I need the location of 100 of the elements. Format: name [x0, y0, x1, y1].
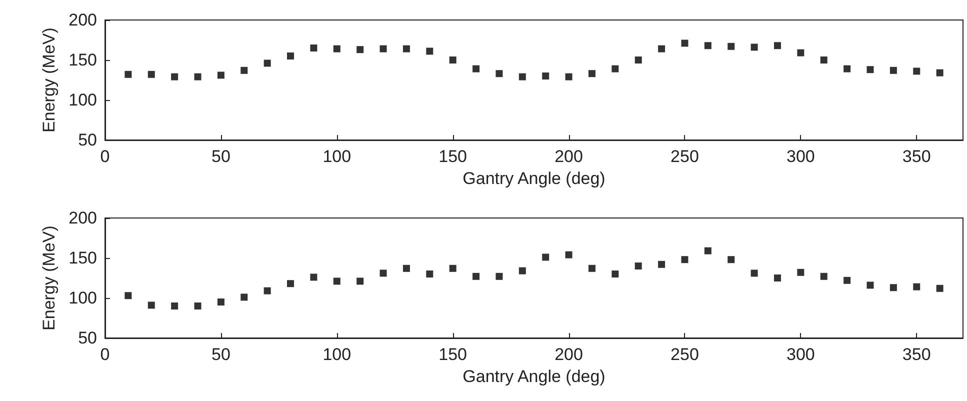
- point: [380, 45, 387, 52]
- x-tick-label: 250: [670, 147, 699, 166]
- y-tick-label: 150: [68, 50, 97, 70]
- point: [704, 247, 712, 254]
- point: [936, 69, 944, 76]
- y-tick-label: 50: [78, 130, 97, 150]
- point: [472, 272, 480, 280]
- point: [356, 46, 364, 54]
- point: [402, 45, 410, 52]
- y-tick-label: 50: [78, 328, 97, 348]
- point: [890, 66, 897, 74]
- point: [890, 284, 897, 292]
- point: [797, 268, 804, 276]
- point: [774, 274, 781, 282]
- point: [194, 73, 202, 80]
- point: [426, 270, 434, 278]
- point: [148, 302, 155, 309]
- point: [820, 56, 828, 64]
- point: [171, 73, 178, 80]
- point: [472, 65, 480, 72]
- point: [542, 254, 550, 261]
- point: [356, 278, 364, 285]
- point: [217, 298, 224, 306]
- x-tick-label: 0: [100, 345, 110, 364]
- point: [565, 73, 572, 80]
- x-tick-label: 250: [670, 345, 699, 364]
- point: [774, 42, 781, 50]
- point: [217, 72, 224, 79]
- x-tick-label: 150: [438, 345, 468, 364]
- y-axis-title: Energy (MeV): [40, 226, 59, 330]
- x-tick-label: 100: [322, 345, 352, 364]
- point: [681, 40, 688, 47]
- point: [565, 251, 572, 258]
- point: [612, 65, 619, 72]
- y-tick-label: 150: [68, 248, 97, 268]
- x-tick-label: 300: [786, 345, 815, 364]
- point: [240, 66, 248, 74]
- point: [913, 68, 920, 75]
- point: [380, 270, 387, 277]
- x-tick-label: 200: [554, 345, 583, 364]
- y-tick-label: 100: [68, 90, 97, 110]
- point: [658, 260, 666, 268]
- point: [426, 48, 434, 55]
- point: [194, 302, 202, 310]
- point: [449, 264, 456, 272]
- point: [240, 294, 248, 301]
- point: [913, 283, 920, 290]
- point: [588, 70, 596, 78]
- x-axis-title: Gantry Angle (deg): [462, 169, 606, 188]
- point: [797, 49, 804, 56]
- point: [287, 280, 294, 288]
- point: [333, 45, 340, 52]
- y-tick-label: 200: [68, 208, 97, 228]
- x-tick-label: 50: [211, 147, 230, 166]
- point: [844, 276, 851, 284]
- point: [866, 282, 874, 289]
- point: [612, 270, 619, 278]
- point: [124, 70, 132, 78]
- x-tick-label: 350: [902, 345, 931, 364]
- point: [287, 52, 294, 60]
- point: [542, 72, 550, 80]
- y-tick-label: 200: [68, 10, 97, 30]
- point: [750, 44, 758, 51]
- point: [518, 73, 526, 80]
- point: [634, 56, 642, 64]
- point: [518, 267, 526, 274]
- point: [658, 45, 666, 52]
- x-tick-label: 300: [786, 147, 815, 166]
- point: [148, 70, 155, 78]
- point: [728, 256, 735, 264]
- y-axis-title: Energy (MeV): [40, 28, 59, 132]
- x-tick-label: 150: [438, 147, 468, 166]
- point: [171, 302, 178, 310]
- point: [496, 272, 503, 280]
- point: [124, 292, 132, 300]
- point: [402, 264, 410, 272]
- point: [333, 278, 340, 285]
- point: [844, 65, 851, 72]
- x-axis-title: Gantry Angle (deg): [462, 367, 606, 386]
- point: [264, 60, 271, 67]
- x-tick-label: 50: [211, 345, 230, 364]
- x-tick-label: 350: [902, 147, 931, 166]
- y-tick-label: 100: [68, 288, 97, 308]
- x-tick-label: 100: [322, 147, 352, 166]
- point: [310, 274, 318, 281]
- point: [449, 56, 456, 64]
- point: [750, 270, 758, 277]
- point: [728, 42, 735, 50]
- point: [820, 272, 828, 280]
- point: [310, 44, 318, 52]
- point: [588, 264, 596, 272]
- point: [866, 66, 874, 74]
- x-tick-label: 200: [554, 147, 583, 166]
- point: [264, 287, 271, 294]
- point: [496, 70, 503, 78]
- x-tick-label: 0: [100, 147, 110, 166]
- point: [634, 262, 642, 270]
- point: [704, 42, 712, 50]
- point: [936, 284, 944, 292]
- point: [681, 256, 688, 264]
